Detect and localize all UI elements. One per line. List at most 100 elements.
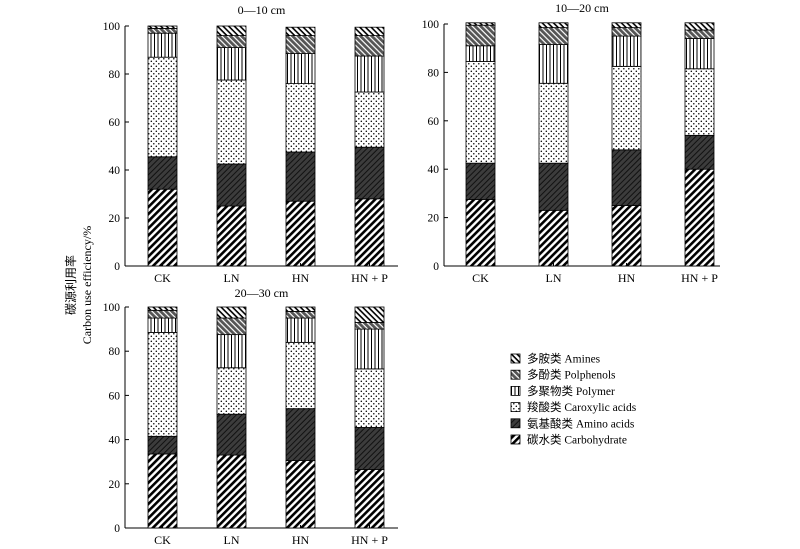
bar-segment-polyphenols — [285, 35, 316, 54]
bar-segment-amino — [611, 149, 642, 206]
bar-segment-polyphenols — [354, 322, 385, 330]
bar-segment-amino — [538, 162, 569, 211]
bar-segment-carbohydrate — [285, 460, 316, 529]
bar-segment-amino — [285, 408, 316, 461]
y-tick-label: 20 — [109, 213, 121, 225]
bar-segment-carbohydrate — [354, 469, 385, 529]
y-tick-label: 100 — [103, 302, 121, 314]
x-category-label: LN — [224, 533, 240, 547]
y-tick-label: 40 — [428, 164, 440, 176]
y-tick-label: 0 — [433, 261, 439, 273]
x-category-label: CK — [472, 271, 489, 285]
y-tick-label: 40 — [109, 165, 121, 177]
bar-segment-polyphenols — [684, 29, 715, 39]
bar-segment-polyphenols — [354, 35, 385, 57]
legend: 多胺类 Amines 多酚类 Polphenols 多聚物类 Polymer 羧酸类 … — [510, 352, 637, 447]
y-tick-label: 20 — [109, 479, 121, 491]
bar-segment-polymer — [147, 32, 178, 58]
bar-segment-carbohydrate — [216, 205, 247, 267]
legend-label: 羧酸类 Caroxylic acids — [527, 400, 637, 414]
bar-segment-carboxylic — [216, 367, 247, 415]
y-tick-label: 100 — [103, 21, 121, 33]
y-tick-label: 40 — [109, 435, 121, 447]
legend-swatch — [510, 385, 521, 396]
bar-segment-polyphenols — [465, 24, 496, 47]
bar-segment-polyphenols — [216, 317, 247, 336]
bar-segment-carbohydrate — [684, 168, 715, 267]
x-category-label: HN — [292, 271, 310, 285]
bar-segment-polyphenols — [538, 27, 569, 45]
bar-segment-polymer — [684, 38, 715, 70]
y-tick-label: 20 — [428, 213, 440, 225]
bar-segment-amines — [285, 306, 316, 312]
y-tick-label: 60 — [109, 390, 121, 402]
legend-label: 多胺类 Amines — [527, 352, 601, 366]
bar-segment-polyphenols — [216, 35, 247, 48]
legend-item-polymer: 多聚物类 Polymer — [510, 384, 615, 398]
bar-segment-amino — [216, 413, 247, 456]
bar-segment-amines — [611, 22, 642, 29]
bar-segment-amino — [147, 435, 178, 455]
bar-segment-carbohydrate — [216, 454, 247, 529]
legend-label: 多酚类 Polphenols — [527, 368, 616, 382]
bar-segment-amino — [684, 134, 715, 170]
panel-1: 0—10 cm 0 20 40 60 80 100 CK LN HN HN + P — [103, 3, 398, 285]
legend-swatch — [510, 402, 521, 413]
bar-segment-carboxylic — [354, 91, 385, 148]
bar-segment-polymer — [147, 317, 178, 333]
bar-segment-polymer — [354, 55, 385, 93]
x-category-label: LN — [224, 271, 240, 285]
panel-title: 10—20 cm — [555, 1, 609, 15]
x-category-label: CK — [154, 533, 171, 547]
x-category-label: HN — [292, 533, 310, 547]
x-category-label: LN — [546, 271, 562, 285]
bar-segment-amines — [216, 306, 247, 319]
x-category-label: HN — [618, 271, 636, 285]
bar-segment-polyphenols — [147, 27, 178, 34]
bar-segment-carbohydrate — [147, 188, 178, 267]
bar-segment-polymer — [354, 328, 385, 370]
bar-segment-amines — [147, 306, 178, 311]
bar-segment-amines — [465, 22, 496, 26]
y-tick-label: 80 — [109, 69, 121, 81]
x-category-label: CK — [154, 271, 171, 285]
bar-segment-polymer — [216, 47, 247, 81]
legend-item-amino: 氨基酸类 Amino acids — [510, 416, 635, 430]
bar-segment-polymer — [285, 53, 316, 84]
y-axis-label-en: Carbon use efficiency/% — [80, 226, 94, 344]
bar-segment-amines — [684, 22, 715, 31]
bar-segment-carboxylic — [147, 332, 178, 437]
y-tick-label: 0 — [114, 261, 120, 273]
bar-segment-amines — [216, 25, 247, 37]
bar-segment-amino — [147, 156, 178, 190]
bar-segment-polyphenols — [147, 309, 178, 319]
y-tick-label: 100 — [422, 19, 440, 31]
bar-segment-carbohydrate — [611, 205, 642, 267]
bar-segment-carbohydrate — [354, 198, 385, 267]
y-tick-label: 60 — [428, 116, 440, 128]
bar-segment-amines — [354, 306, 385, 323]
bar-segment-carboxylic — [465, 61, 496, 164]
panel-2: 10—20 cm 0 20 40 60 80 100 CK LN HN HN + P — [422, 1, 720, 285]
bar-segment-amino — [285, 151, 316, 202]
bar-segment-polymer — [538, 44, 569, 84]
panel-title: 0—10 cm — [238, 3, 286, 17]
legend-item-amines: 多胺类 Amines — [510, 352, 601, 366]
legend-swatch — [510, 434, 521, 445]
y-tick-label: 0 — [114, 523, 120, 535]
bar-segment-carboxylic — [354, 368, 385, 428]
bar-segment-amines — [354, 26, 385, 37]
legend-label: 氨基酸类 Amino acids — [527, 416, 635, 430]
bar-segment-carbohydrate — [538, 209, 569, 267]
bar-segment-carboxylic — [285, 83, 316, 153]
bar-segment-carboxylic — [684, 68, 715, 136]
legend-swatch — [510, 353, 521, 364]
y-axis-label-cn: 碳源利用率 — [63, 255, 78, 315]
bar-segment-polyphenols — [611, 27, 642, 37]
bar-segment-amino — [354, 427, 385, 470]
bar-segment-amines — [538, 22, 569, 29]
legend-label: 多聚物类 Polymer — [527, 384, 615, 398]
bar-segment-carbohydrate — [465, 199, 496, 267]
bar-segment-carboxylic — [285, 341, 316, 410]
